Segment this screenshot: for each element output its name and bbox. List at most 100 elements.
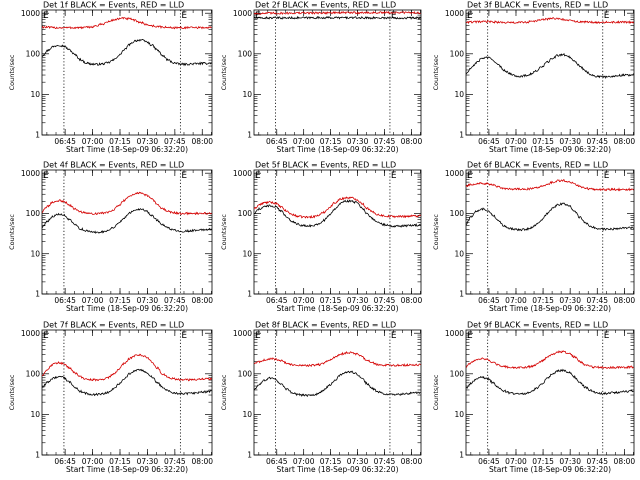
panel-title: Det 9f BLACK = Events, RED = LLD xyxy=(467,321,608,330)
x-tick-label: 06:45 xyxy=(54,137,76,146)
panel-title: Det 8f BLACK = Events, RED = LLD xyxy=(255,321,396,330)
y-tick-label: 10 xyxy=(30,249,40,258)
x-tick-label: 07:00 xyxy=(505,296,527,305)
y-tick-label: 100 xyxy=(450,369,465,378)
x-tick-label: 07:30 xyxy=(347,137,369,146)
lld-series-line xyxy=(466,179,634,192)
plot-frame xyxy=(465,9,635,136)
y-tick-label: 1000 xyxy=(445,169,464,178)
y-tick-label: 10 xyxy=(454,249,464,258)
x-tick-label: 08:00 xyxy=(191,457,213,466)
y-axis-label: Counts/sec xyxy=(220,214,228,250)
events-series-line xyxy=(254,15,421,20)
detector-panel-4: Det 4f BLACK = Events, RED = LLD 1 10 100 10… xyxy=(8,161,213,314)
y-tick-label: 10 xyxy=(242,249,252,258)
plot-frame xyxy=(253,169,422,295)
y-tick-label: 1 xyxy=(35,451,40,460)
plot-frame xyxy=(253,329,422,456)
y-tick-label: 10 xyxy=(454,90,464,99)
event-marker-E: E xyxy=(181,171,187,181)
lld-series-line xyxy=(254,10,421,16)
event-marker-E: E xyxy=(43,11,49,21)
lld-series-line xyxy=(466,17,634,25)
lld-series-line xyxy=(42,16,212,30)
x-axis-label: Start Time (18-Sep-09 06:32:20) xyxy=(489,465,611,474)
y-tick-label: 1000 xyxy=(445,329,464,338)
y-tick-label: 100 xyxy=(450,209,465,218)
plot-frame xyxy=(465,329,635,456)
x-tick-label: 07:15 xyxy=(532,137,554,146)
y-tick-label: 1 xyxy=(247,131,252,140)
event-marker-E: E xyxy=(255,11,261,21)
event-marker-E: E xyxy=(604,331,610,341)
x-tick-label: 07:15 xyxy=(109,457,131,466)
panel-title: Det 2f BLACK = Events, RED = LLD xyxy=(255,1,396,10)
y-tick-label: 1 xyxy=(35,290,40,299)
y-tick-label: 10 xyxy=(242,410,252,419)
panel-title: Det 5f BLACK = Events, RED = LLD xyxy=(255,161,396,170)
y-tick-label: 1 xyxy=(459,451,464,460)
lld-series-line xyxy=(42,353,212,382)
x-tick-label: 06:45 xyxy=(54,457,76,466)
y-axis-label: Counts/sec xyxy=(432,374,440,410)
x-tick-label: 07:45 xyxy=(164,296,186,305)
x-tick-label: 07:15 xyxy=(320,457,342,466)
x-tick-label: 07:00 xyxy=(293,137,315,146)
y-tick-label: 1000 xyxy=(233,9,252,18)
x-tick-label: 07:15 xyxy=(532,296,554,305)
x-tick-label: 06:45 xyxy=(478,137,500,146)
x-tick-label: 07:30 xyxy=(137,296,159,305)
y-axis-label: Counts/sec xyxy=(432,54,440,90)
x-axis-label: Start Time (18-Sep-09 06:32:20) xyxy=(489,304,611,313)
x-tick-label: 07:15 xyxy=(320,296,342,305)
x-tick-label: 06:45 xyxy=(54,296,76,305)
event-marker-E: E xyxy=(255,331,261,341)
x-tick-label: 07:30 xyxy=(559,457,581,466)
y-tick-label: 100 xyxy=(26,369,41,378)
x-tick-label: 08:00 xyxy=(614,296,636,305)
x-tick-label: 07:45 xyxy=(586,296,608,305)
y-tick-label: 10 xyxy=(30,410,40,419)
y-tick-label: 1000 xyxy=(445,9,464,18)
x-tick-label: 07:45 xyxy=(586,457,608,466)
x-tick-label: 07:00 xyxy=(505,137,527,146)
x-tick-label: 06:45 xyxy=(266,296,288,305)
x-tick-label: 06:45 xyxy=(478,296,500,305)
detector-panel-7: Det 7f BLACK = Events, RED = LLD 1 10 100 10… xyxy=(8,321,213,475)
events-series-line xyxy=(254,199,421,228)
x-tick-label: 07:00 xyxy=(293,296,315,305)
plot-frame xyxy=(41,169,213,295)
y-tick-label: 10 xyxy=(454,410,464,419)
panel-title: Det 7f BLACK = Events, RED = LLD xyxy=(43,321,184,330)
x-tick-label: 07:00 xyxy=(505,457,527,466)
y-tick-label: 1 xyxy=(35,131,40,140)
x-tick-label: 07:45 xyxy=(374,296,396,305)
y-tick-label: 10 xyxy=(242,90,252,99)
y-tick-label: 100 xyxy=(450,49,465,58)
y-tick-label: 100 xyxy=(238,49,253,58)
event-marker-E: E xyxy=(391,11,397,21)
x-axis-label: Start Time (18-Sep-09 06:32:20) xyxy=(66,145,188,154)
x-tick-label: 07:45 xyxy=(374,137,396,146)
event-marker-E: E xyxy=(181,11,187,21)
y-tick-label: 1000 xyxy=(21,329,40,338)
event-marker-E: E xyxy=(43,171,49,181)
x-tick-label: 08:00 xyxy=(191,137,213,146)
x-axis-label: Start Time (18-Sep-09 06:32:20) xyxy=(489,145,611,154)
event-marker-E: E xyxy=(255,171,261,181)
x-tick-label: 08:00 xyxy=(614,457,636,466)
x-axis-label: Start Time (18-Sep-09 06:32:20) xyxy=(277,145,399,154)
panel-title: Det 6f BLACK = Events, RED = LLD xyxy=(467,161,608,170)
x-tick-label: 07:45 xyxy=(164,457,186,466)
x-tick-label: 07:15 xyxy=(320,137,342,146)
y-tick-label: 100 xyxy=(238,369,253,378)
x-tick-label: 07:00 xyxy=(82,457,104,466)
y-tick-label: 1000 xyxy=(233,169,252,178)
x-tick-label: 07:30 xyxy=(559,137,581,146)
plot-frame xyxy=(253,9,422,136)
y-tick-label: 100 xyxy=(238,209,253,218)
x-tick-label: 07:30 xyxy=(559,296,581,305)
event-marker-E: E xyxy=(43,331,49,341)
y-tick-label: 1000 xyxy=(233,329,252,338)
panel-title: Det 1f BLACK = Events, RED = LLD xyxy=(43,1,184,10)
